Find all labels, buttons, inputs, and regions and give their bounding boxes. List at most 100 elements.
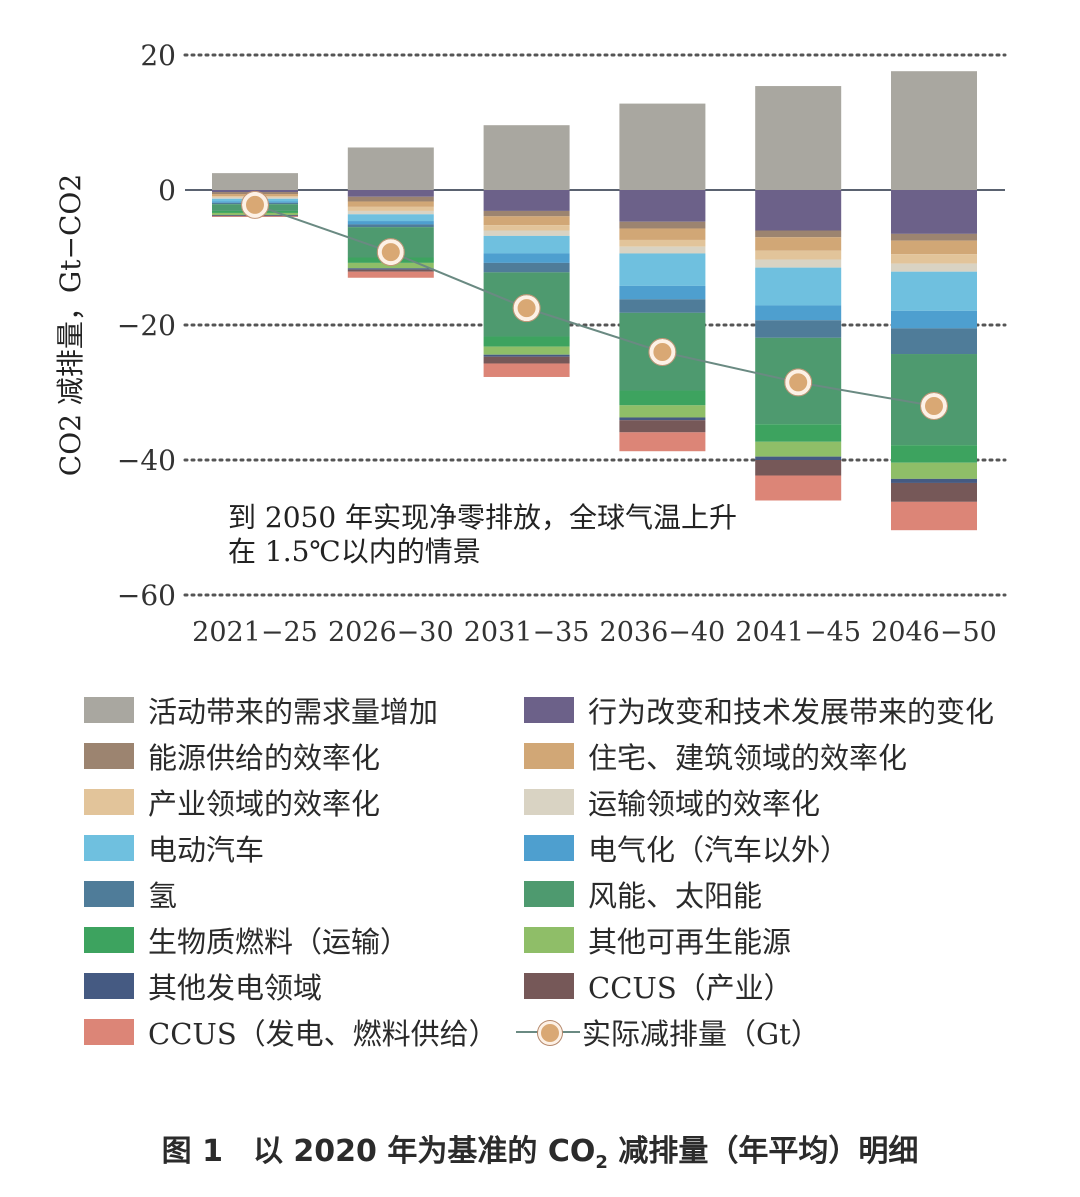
bar-segment [755, 190, 842, 231]
net-reduction-marker [377, 239, 404, 266]
y-tick-label: −20 [117, 309, 176, 342]
bar-segment [347, 147, 434, 190]
bar-segment [891, 482, 977, 502]
net-reduction-marker-ring [241, 190, 269, 219]
bar-segment [619, 103, 706, 190]
bar-segment [755, 456, 842, 460]
bar-segment [755, 475, 842, 501]
x-tick-label: 2021−25 [192, 617, 318, 648]
chart-plot-area: 20 0 −20 −40 −60 2021−25 2026−30 2031−35 2036−40… [54, 39, 1007, 648]
legend-swatch [84, 881, 134, 907]
legend-item: 电动汽车 [84, 828, 264, 868]
bar-segment [347, 269, 434, 272]
bar-segment [483, 190, 570, 211]
bar-segment [483, 125, 570, 190]
bar-segment [755, 237, 842, 251]
bar-segment [891, 478, 977, 483]
bar-segment [755, 424, 842, 442]
legend-swatch [84, 697, 134, 723]
caption-subscript: 2 [595, 1152, 608, 1173]
bar-segment [212, 173, 298, 190]
legend-swatch [524, 743, 574, 769]
bar-segment [755, 86, 842, 190]
legend-item: 其他发电领域 [84, 966, 322, 1006]
bar-segment [891, 263, 977, 272]
legend-item: 产业领域的效率化 [84, 782, 380, 822]
bar-segment [347, 271, 434, 278]
bar-segment [891, 310, 977, 329]
legend-item: 能源供给的效率化 [84, 736, 380, 776]
legend-item: 运输领域的效率化 [524, 782, 820, 822]
bar-segment [483, 346, 570, 355]
bar-segment [483, 262, 570, 273]
bar-segment [347, 214, 434, 222]
bar-segment [483, 216, 570, 226]
y-tick-label: 0 [158, 174, 176, 207]
bar-segment [619, 239, 706, 247]
bar-segment [755, 267, 842, 306]
legend-label: 其他发电领域 [148, 971, 323, 1005]
legend-label: 氢 [148, 879, 178, 913]
x-tick-label: 2036−40 [600, 617, 726, 648]
chart-annotation: 到 2050 年实现净零排放，全球气温上升 [228, 501, 737, 534]
bar-segment [755, 250, 842, 260]
legend-label: 其他可再生能源 [588, 925, 792, 959]
legend-swatch [524, 697, 574, 723]
net-reduction-marker [513, 295, 540, 322]
legend-item: 风能、太阳能 [524, 874, 762, 914]
x-tick-label: 2046−50 [871, 617, 997, 648]
legend-swatch [84, 1019, 134, 1045]
bar-segment [347, 206, 434, 211]
legend-label: 实际减排量（Gt） [582, 1017, 820, 1051]
bar-segment [347, 224, 434, 228]
net-reduction-line [254, 203, 935, 407]
legend-label: 能源供给的效率化 [148, 741, 381, 775]
legend-swatch [84, 927, 134, 953]
bar-segment [619, 432, 706, 452]
bar-segment [347, 221, 434, 225]
net-reduction-marker-ring [648, 338, 677, 366]
bar-segment [619, 221, 706, 229]
legend-label: 生物质燃料（运输） [148, 925, 410, 959]
y-axis-label: CO2 减排量，Gt−CO2 [54, 174, 87, 476]
legend-label: CCUS（产业） [588, 971, 793, 1005]
bar-segment [619, 417, 706, 421]
legend-line-marker [516, 1017, 580, 1047]
legend-label: CCUS（发电、燃料供给） [148, 1017, 498, 1051]
legend-item: 住宅、建筑领域的效率化 [524, 736, 907, 776]
net-reduction-marker-ring [376, 238, 405, 267]
bar-segment [619, 253, 706, 286]
legend-item: 实际减排量（Gt） [516, 1012, 820, 1052]
net-reduction-marker-ring [512, 294, 541, 323]
bar-segment [347, 190, 434, 197]
bar-segment [755, 320, 842, 338]
legend-item: 其他可再生能源 [524, 920, 791, 960]
bar-segment [347, 201, 434, 207]
bar-segment [619, 405, 706, 418]
bar-segment [619, 299, 706, 313]
bar-segment [619, 390, 706, 406]
legend-label: 风能、太阳能 [588, 879, 763, 913]
bar-segment [755, 305, 842, 321]
bar-segment [483, 336, 570, 347]
legend-label: 运输领域的效率化 [588, 787, 821, 821]
net-reduction-marker-ring [920, 392, 948, 420]
x-tick-label: 2026−30 [328, 617, 454, 648]
bar-segment [483, 210, 570, 217]
legend-item: CCUS（产业） [524, 966, 793, 1006]
bar-segment [755, 460, 842, 476]
legend-swatch [84, 973, 134, 999]
caption-prefix: 图 1 以 2020 年为基准的 CO [161, 1134, 596, 1169]
bar-segment [755, 441, 842, 457]
legend-item: 行为改变和技术发展带来的变化 [524, 690, 994, 730]
bar-segment [755, 259, 842, 268]
legend-swatch [84, 789, 134, 815]
legend-label: 电气化（汽车以外） [588, 833, 850, 867]
legend-swatch [524, 973, 574, 999]
chart-annotation: 在 1.5℃以内的情景 [228, 535, 481, 568]
x-tick-label: 2031−35 [464, 617, 590, 648]
legend-item: 电气化（汽车以外） [524, 828, 849, 868]
bar-segment [891, 445, 977, 463]
legend-swatch [84, 835, 134, 861]
bar-segment [619, 285, 706, 300]
